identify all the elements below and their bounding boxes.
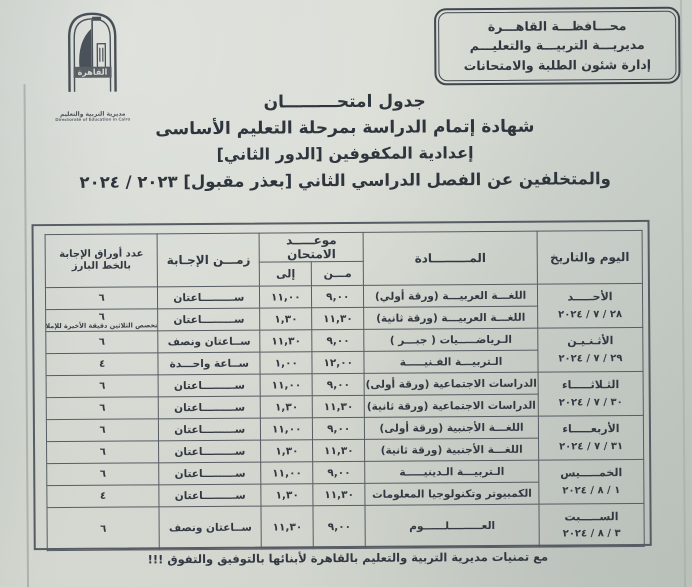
table-row: الســـــبت ٣ / ٨ / ٢٠٢٤ العـــــــــلـــ… [46,503,645,551]
time-to-cell: ١,٣٠ [260,439,313,463]
sheets-cell: ٦ [45,286,158,310]
dictation-note: تخصص الثلاثين دقيقة الأخيرة للإملاء [45,320,158,330]
sheets-cell: ٦ [46,440,159,464]
sheets-cell: ٦ [46,462,160,486]
sheets-cell: ٦ [46,396,159,420]
time-from-cell: ١١,٣٠ [312,395,365,418]
directorate-name: مديريـــة التربيـــة والتعليـــم [469,37,645,54]
time-to-cell: ١,٠٠ [260,351,313,375]
header-exam-time: موعـــــد الامتحان [259,232,364,263]
sheets-cell: ٦ [46,418,159,442]
table-row: الأثـنـيـن ٢٩ / ٧ / ٢٠٢٤ الـرياضـــــيات… [45,327,644,373]
table-row: الثـلاثـــــاء ٣٠ / ٧ / ٢٠٢٤ الدراسات ال… [46,371,644,417]
duration-cell: ســـــــــاعتان [158,418,261,441]
time-to-cell: ١١,٣٠ [260,329,313,353]
time-to-cell: ١,٣٠ [259,307,313,331]
government-header-box: محـــافظـــة القاهـــرة مديريـــة التربي… [434,6,681,86]
day-cell: الأثـنـيـن ٢٩ / ٧ / ٢٠٢٤ [537,327,644,373]
duration-cell: ســـــــــاعتان [158,462,262,485]
sheets-cell: ٤ [45,352,159,376]
administration-name: إدارة شئون الطلبة والامتحانات [463,56,652,73]
time-from-cell: ١١,٣٠ [312,439,365,462]
sheets-cell: ٤ [46,484,160,508]
day-cell: الســـــبت ٣ / ٨ / ٢٠٢٤ [538,503,645,548]
time-from-cell: ٩,٠٠ [311,285,364,308]
duration-cell: ســـــــــاعتان [157,286,260,309]
time-to-cell: ١١,٠٠ [261,461,314,485]
title-semester-year: والمتخلفين عن الفصل الدراسي الثاني [بعذر… [79,169,611,192]
duration-cell: ســاعة واحـــدة [158,352,261,375]
time-from-cell: ٩,٠٠ [312,329,365,352]
directorate-emblem: القاهرة مديرية التربية والتعليم Director… [46,3,139,124]
header-duration: زمـــن الإجـابة [157,233,260,287]
header-from: مـــن [311,261,364,286]
day-cell: الأحـــــد ٢٨ / ٧ / ٢٠٢٤ [537,283,643,329]
day-cell: الخمـــــيس ١ / ٨ / ٢٠٢٤ [538,459,644,505]
time-to-cell: ١,٣٠ [261,483,314,507]
subject-cell: الكمبيوتر وتكنولوجيا المعلومات [365,482,539,506]
header-answer-sheets: عدد أوراق الإجابة بالخط البارز [45,233,158,288]
exam-schedule-table: اليوم والتاريخ المـــــــــادة موعـــــد… [45,230,645,551]
time-to-cell: ١١,٠٠ [259,285,312,309]
subject-cell: الدراسات الاجتماعية (ورقة أولى) [364,372,539,396]
duration-cell: ســـــــــاعتان [157,308,261,331]
time-from-cell: ٩,٠٠ [312,417,365,440]
header-to: إلى [259,261,312,287]
sheets-cell: ٦ [46,374,159,398]
table-row: الخمـــــيس ١ / ٨ / ٢٠٢٤ الـتربيـــة الـ… [46,459,644,505]
sheets-cell: ٦ تخصص الثلاثين دقيقة الأخيرة للإملاء [45,308,159,332]
schedule-table-frame: اليوم والتاريخ المـــــــــادة موعـــــد… [31,219,652,551]
governorate-name: محـــافظـــة القاهـــرة [487,18,627,35]
time-from-cell: ٩,٠٠ [312,461,366,484]
subject-cell: الـتربيـــة الفـنيـــــة [364,350,538,374]
subject-cell: اللغـــة العربيـــة (ورقة ثانية) [363,306,538,330]
day-cell: الثـلاثـــــاء ٣٠ / ٧ / ٢٠٢٤ [537,371,644,417]
duration-cell: ســـــــــاعتان [158,374,261,397]
subject-cell: العـــــــــلــــــوم [365,504,540,549]
duration-cell: ســـــــــاعتان [159,484,262,507]
subject-cell: الدراسات الاجتماعية (ورقة ثانية) [364,394,539,418]
duration-cell: ســـــــــاعتان [158,396,261,419]
footer-wishes: مع تمنيات مديرية التربية والتعليم بالقاه… [147,549,549,567]
subject-cell: اللغـــة الأجنبية (ورقة ثانية) [364,438,539,462]
subject-cell: اللغـــة الأجنبية (ورقة أولى) [364,416,539,440]
document-title-block: جدول امتحـــــــــان شهادة إتمام الدراسة… [0,87,692,197]
emblem-city-label: القاهرة [73,66,112,78]
header-day-date: اليوم والتاريخ [537,230,643,285]
time-from-cell: ١١,٣٠ [311,307,364,330]
subject-cell: الـتربيـــة الـدينيـــــة [364,460,539,484]
time-to-cell: ١١,٣٠ [261,505,314,550]
time-to-cell: ١,٣٠ [260,395,313,419]
time-from-cell: ١٢,٠٠ [312,351,365,374]
header-subject: المـــــــــادة [363,231,538,286]
duration-cell: ســاعتان ونصف [158,330,261,353]
duration-cell: ســاعتان ونصف [159,506,262,550]
subject-cell: الـرياضـــــيات ( جبـــر ) [363,328,538,352]
table-row: الأربعـــــاء ٣١ / ٧ / ٢٠٢٤ اللغـــة الأ… [46,415,644,461]
time-from-cell: ٩,٠٠ [312,373,365,396]
day-cell: الأربعـــــاء ٣١ / ٧ / ٢٠٢٤ [538,415,644,461]
time-to-cell: ١١,٠٠ [260,373,313,397]
duration-cell: ســـــــــاعتان [158,440,262,463]
sheets-cell: ٦ [45,330,159,354]
cairo-emblem-icon [68,12,117,92]
table-row: الأحـــــد ٢٨ / ٧ / ٢٠٢٤ اللغـــة العربي… [45,283,643,329]
time-from-cell: ١١,٣٠ [313,483,366,506]
time-to-cell: ١١,٠٠ [260,417,313,441]
sheets-cell: ٦ [46,506,160,551]
time-from-cell: ٩,٠٠ [313,505,366,549]
subject-cell: اللغـــة العربيـــة (ورقة أولي) [363,284,538,308]
